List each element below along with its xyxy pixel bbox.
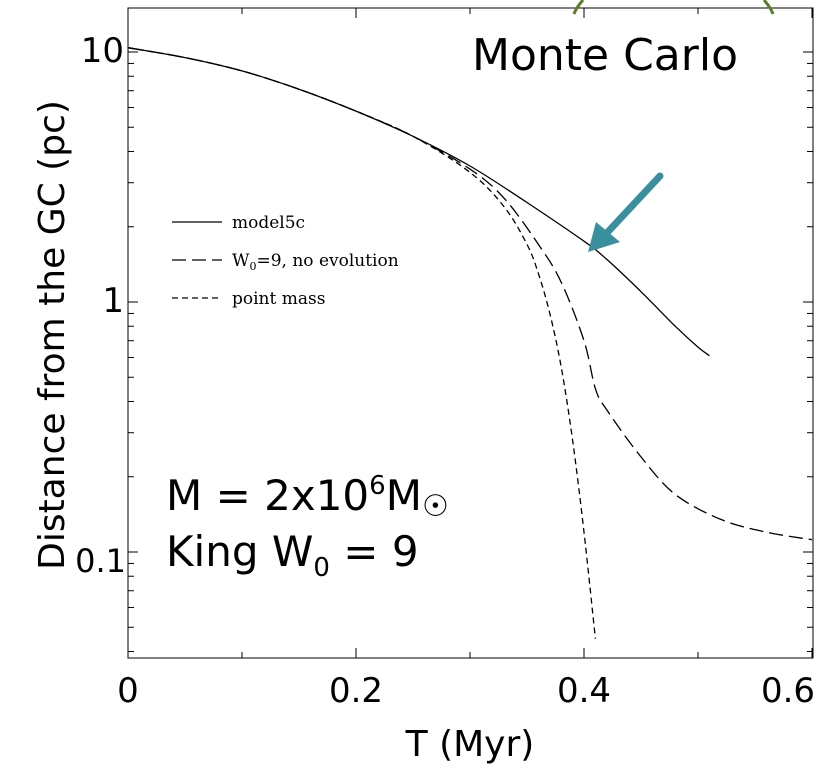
x-axis-label: T (Myr) (405, 724, 535, 765)
legend: model5c W0=9, no evolution point mass (172, 213, 399, 309)
monte-carlo-backdrop (430, 22, 780, 82)
axis-ticks (127, 8, 813, 658)
king-annotation: King W0 = 9 (166, 527, 419, 583)
y-tick-label: 1 (102, 281, 124, 321)
series-line-1 (127, 47, 813, 541)
legend-label-w0: W0=9, no evolution (232, 251, 399, 273)
legend-label-point-mass: point mass (232, 289, 325, 309)
series-layer (127, 47, 813, 639)
y-tick-label: 10 (81, 31, 124, 71)
x-tick-label: 0.2 (329, 671, 383, 711)
series-line-0 (127, 47, 710, 357)
legend-label-model5c: model5c (232, 213, 305, 233)
series-line-2 (127, 47, 597, 639)
arrow-icon (588, 172, 664, 252)
x-tick-label: 0.6 (761, 671, 815, 711)
x-tick-label: 0 (117, 671, 139, 711)
y-tick-label: 0.1 (75, 542, 126, 580)
top-bracket (572, 0, 775, 15)
monte-carlo-label: Monte Carlo (472, 30, 738, 81)
x-tick-label: 0.4 (557, 671, 611, 711)
y-tick-labels: 0.1 1 10 (75, 31, 126, 580)
mass-annotation: M = 2x106M☉ (166, 471, 449, 524)
y-axis-label: Distance from the GC (pc) (32, 100, 73, 570)
x-tick-labels: 0 0.2 0.4 0.6 (117, 671, 815, 711)
